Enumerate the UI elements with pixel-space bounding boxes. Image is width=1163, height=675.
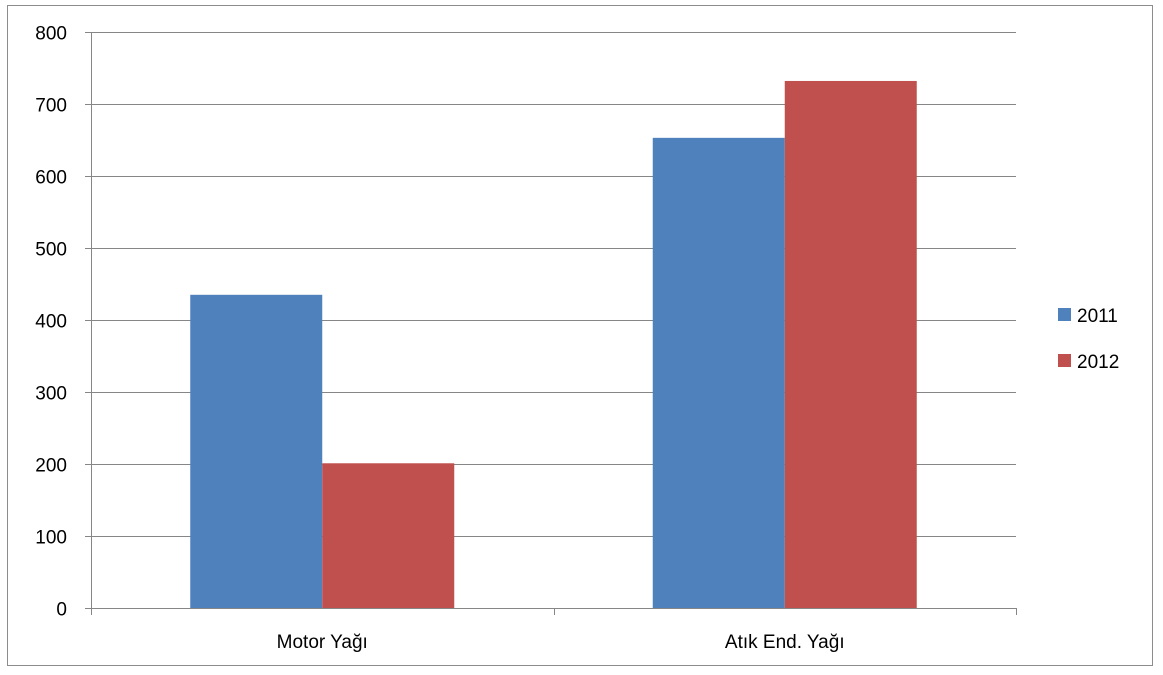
y-tick-label: 200: [35, 456, 67, 477]
legend-swatch-2012: [1058, 354, 1071, 367]
y-tick-label: 300: [35, 384, 67, 405]
legend-swatch-2011: [1058, 308, 1071, 321]
y-axis-ticks: 0 100 200 300 400 500 600 700 800: [35, 24, 91, 621]
legend: 2011 2012: [1058, 306, 1119, 373]
y-tick-label: 100: [35, 528, 67, 549]
bar-2011-1: [652, 137, 785, 608]
y-tick-label: 700: [35, 96, 67, 117]
y-tick-label: 600: [35, 168, 67, 189]
legend-label-2012: 2012: [1077, 352, 1119, 373]
x-axis-ticks: Motor Yağı Atık End. Yağı: [91, 608, 1017, 653]
bar-2011-0: [190, 294, 323, 608]
y-tick-label: 400: [35, 312, 67, 333]
legend-label-2011: 2011: [1077, 306, 1118, 327]
bar-2012-1: [784, 80, 917, 608]
bars: [190, 80, 917, 608]
y-tick-label: 500: [35, 240, 67, 261]
x-tick-label: Motor Yağı: [277, 632, 368, 653]
y-tick-label: 800: [35, 24, 67, 45]
axes: [91, 32, 1016, 609]
y-tick-label: 0: [56, 600, 67, 621]
bar-2012-0: [322, 463, 455, 608]
x-tick-label: Atık End. Yağı: [725, 632, 845, 653]
